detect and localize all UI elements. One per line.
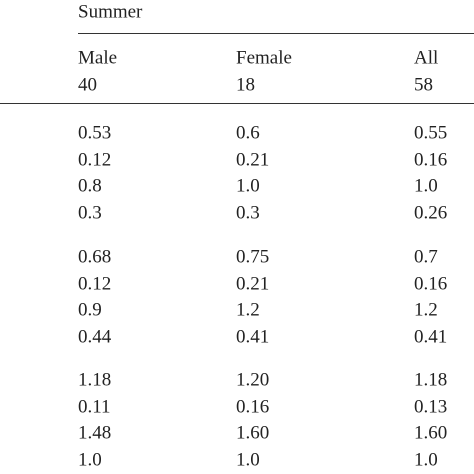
cell: 0.41: [236, 326, 270, 347]
column-label: Male: [78, 47, 118, 69]
cell: 0.53: [78, 122, 112, 144]
cell: 0.21: [236, 149, 270, 170]
cell: 0.3: [236, 202, 260, 223]
cell: 0.3: [78, 202, 102, 223]
cell: 0.55: [414, 122, 448, 144]
cell: 1.0: [236, 175, 260, 197]
cell: 1.0: [414, 175, 438, 197]
cell: 0.26: [414, 202, 448, 223]
cell: 1.0: [236, 449, 260, 470]
cell: 1.2: [236, 299, 260, 321]
header-rule: [0, 103, 474, 104]
cell: 0.75: [236, 246, 270, 268]
cell: 0.68: [78, 246, 112, 268]
cell: 1.18: [78, 369, 112, 391]
cell: 0.13: [414, 396, 448, 417]
column-label: Female: [236, 47, 292, 69]
cell: 1.2: [414, 299, 438, 321]
cell: 0.6: [236, 122, 260, 144]
column-n: 18: [236, 74, 255, 96]
cell: 0.11: [78, 396, 111, 417]
group-rule: [78, 33, 474, 34]
cell: 0.16: [414, 149, 448, 170]
cell: 1.60: [236, 422, 270, 444]
column-label: All: [414, 47, 439, 69]
cell: 1.0: [78, 449, 102, 470]
cell: 1.0: [414, 449, 438, 470]
cell: 0.7: [414, 246, 438, 268]
cell: 0.12: [78, 149, 112, 170]
cell: 1.18: [414, 369, 448, 391]
cell: 0.9: [78, 299, 102, 321]
cell: 0.8: [78, 175, 102, 197]
column-n: 58: [414, 74, 433, 96]
cell: 1.60: [414, 422, 448, 444]
cell: 0.41: [414, 326, 448, 347]
cell: 0.21: [236, 273, 270, 294]
group-header: Summer: [78, 1, 143, 23]
cell: 0.16: [236, 396, 270, 417]
column-n: 40: [78, 74, 97, 96]
cell: 0.16: [414, 273, 448, 294]
cell: 0.44: [78, 326, 112, 347]
cell: 1.48: [78, 422, 112, 444]
cell: 1.20: [236, 369, 270, 391]
cell: 0.12: [78, 273, 112, 294]
